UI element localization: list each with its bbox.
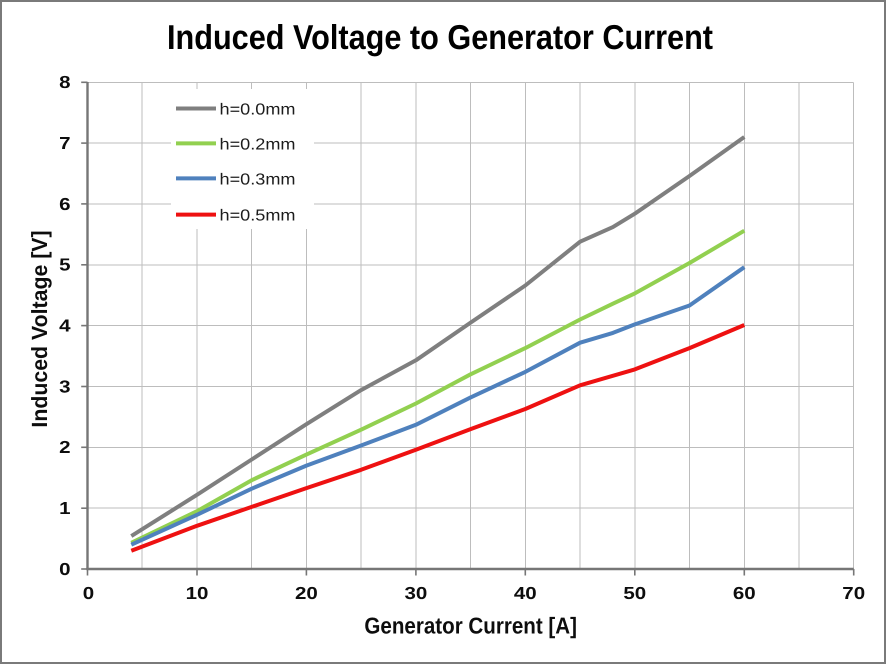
svg-text:Induced Voltage [V]: Induced Voltage [V] xyxy=(27,230,52,427)
svg-text:5: 5 xyxy=(59,255,71,275)
svg-text:Generator Current [A]: Generator Current [A] xyxy=(364,613,577,639)
svg-text:h=0.3mm: h=0.3mm xyxy=(220,171,296,188)
svg-text:50: 50 xyxy=(623,583,646,603)
svg-text:h=0.2mm: h=0.2mm xyxy=(220,136,296,153)
svg-text:h=0.5mm: h=0.5mm xyxy=(220,208,296,225)
svg-text:30: 30 xyxy=(405,583,428,603)
svg-text:20: 20 xyxy=(295,583,318,603)
svg-text:1: 1 xyxy=(59,498,71,518)
svg-text:70: 70 xyxy=(842,583,865,603)
svg-text:Induced Voltage to Generator C: Induced Voltage to Generator Current xyxy=(167,19,713,57)
svg-text:h=0.0mm: h=0.0mm xyxy=(220,101,296,118)
svg-text:40: 40 xyxy=(514,583,537,603)
svg-text:2: 2 xyxy=(59,437,70,457)
svg-text:0: 0 xyxy=(83,583,94,603)
svg-text:10: 10 xyxy=(186,583,209,603)
svg-text:8: 8 xyxy=(59,72,71,92)
svg-text:6: 6 xyxy=(59,194,71,214)
svg-text:60: 60 xyxy=(733,583,756,603)
svg-text:3: 3 xyxy=(59,376,71,396)
svg-text:7: 7 xyxy=(59,133,70,153)
svg-text:4: 4 xyxy=(59,316,71,336)
svg-text:0: 0 xyxy=(59,559,70,579)
